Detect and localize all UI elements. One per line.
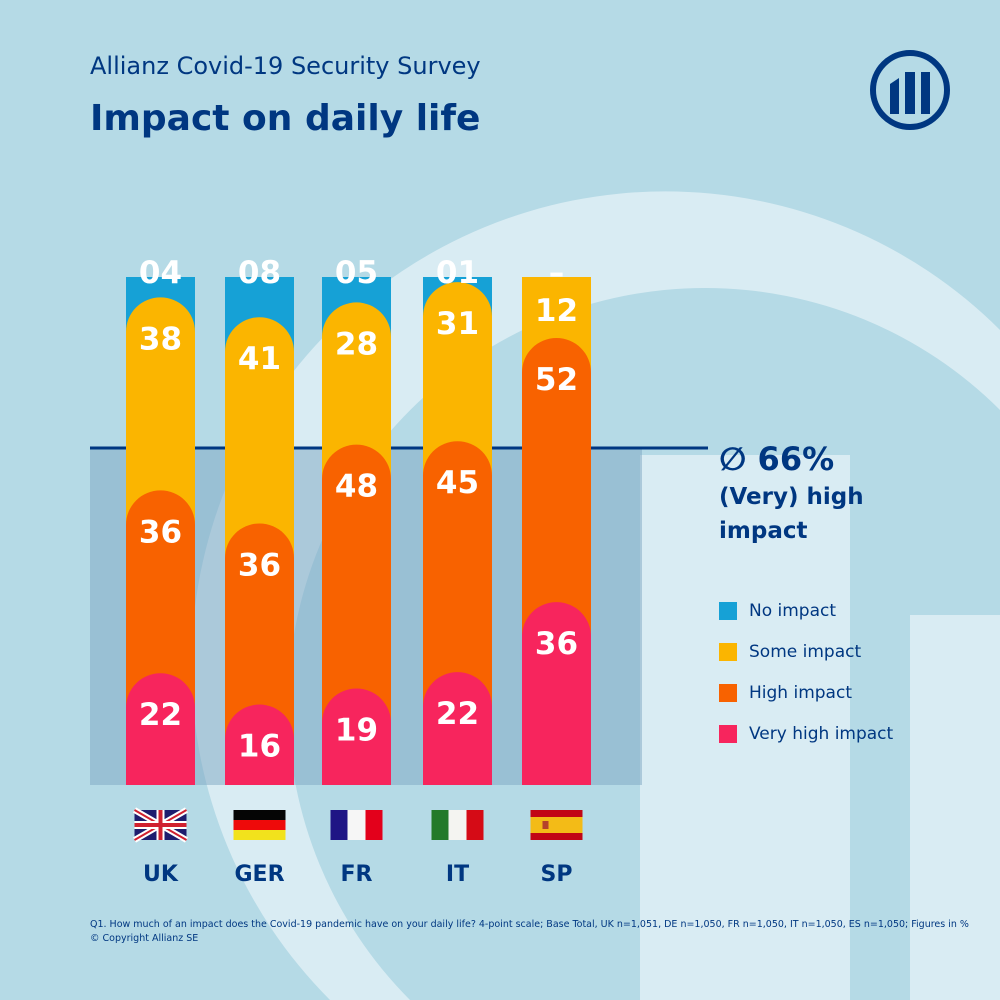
bar-it-very-high-impact (423, 672, 492, 785)
legend: No impact Some impact High impact Very h… (719, 590, 893, 754)
legend-item-no-impact: No impact (719, 590, 893, 631)
bar-uk-very-high-impact (126, 673, 195, 785)
copyright: © Copyright Allianz SE (90, 933, 199, 944)
data-label-sp: 52 (535, 362, 578, 398)
page-title: Impact on daily life (90, 98, 481, 139)
category-label-uk: UK (143, 862, 179, 887)
data-label-sp: 12 (535, 293, 578, 329)
bar-ger-very-high-impact (225, 704, 294, 785)
data-label-ger: 08 (238, 255, 281, 291)
legend-swatch (719, 724, 737, 743)
data-label-it: 22 (436, 696, 479, 732)
legend-item-very-high-impact: Very high impact (719, 713, 893, 754)
uk-flag-icon (133, 807, 188, 843)
spain-flag-icon (530, 810, 583, 840)
legend-item-high-impact: High impact (719, 672, 893, 713)
average-label: (Very) high impact (719, 484, 864, 544)
footnote-question: Q1. How much of an impact does the Covid… (90, 919, 969, 930)
data-label-fr: 05 (335, 255, 378, 291)
data-label-fr: 28 (335, 326, 378, 362)
data-label-it: 01 (436, 255, 479, 291)
italy-flag-icon (431, 810, 484, 840)
data-label-sp: – (549, 255, 565, 291)
data-label-uk: 04 (139, 255, 182, 291)
legend-label: Very high impact (749, 723, 894, 744)
legend-label: No impact (749, 600, 837, 621)
footnote: Q1. How much of an impact does the Covid… (90, 918, 969, 946)
category-label-it: IT (446, 862, 469, 887)
average-callout: ∅ 66% (Very) high impact (719, 440, 889, 548)
data-label-ger: 36 (238, 547, 281, 583)
category-label-fr: FR (341, 862, 373, 887)
allianz-logo (870, 50, 950, 130)
legend-label: High impact (749, 682, 852, 703)
france-flag-icon (330, 810, 383, 840)
category-label-ger: GER (234, 862, 284, 887)
data-label-uk: 36 (139, 514, 182, 550)
legend-swatch (719, 683, 737, 702)
category-label-sp: SP (541, 862, 573, 887)
data-label-fr: 48 (335, 469, 378, 505)
legend-swatch (719, 601, 737, 620)
legend-label: Some impact (749, 641, 862, 662)
bar-sp-very-high-impact (522, 602, 591, 785)
bar-fr-very-high-impact (322, 688, 391, 785)
data-label-uk: 22 (139, 697, 182, 733)
data-label-ger: 16 (238, 729, 281, 765)
data-label-ger: 41 (238, 341, 281, 377)
average-value: ∅ 66% (719, 440, 835, 478)
legend-item-some-impact: Some impact (719, 631, 893, 672)
data-label-it: 45 (436, 465, 479, 501)
data-label-sp: 36 (535, 626, 578, 662)
data-label-it: 31 (436, 306, 479, 342)
survey-subtitle: Allianz Covid-19 Security Survey (90, 52, 481, 80)
germany-flag-icon (233, 810, 286, 840)
legend-swatch (719, 642, 737, 661)
data-label-fr: 19 (335, 712, 378, 748)
data-label-uk: 38 (139, 321, 182, 357)
